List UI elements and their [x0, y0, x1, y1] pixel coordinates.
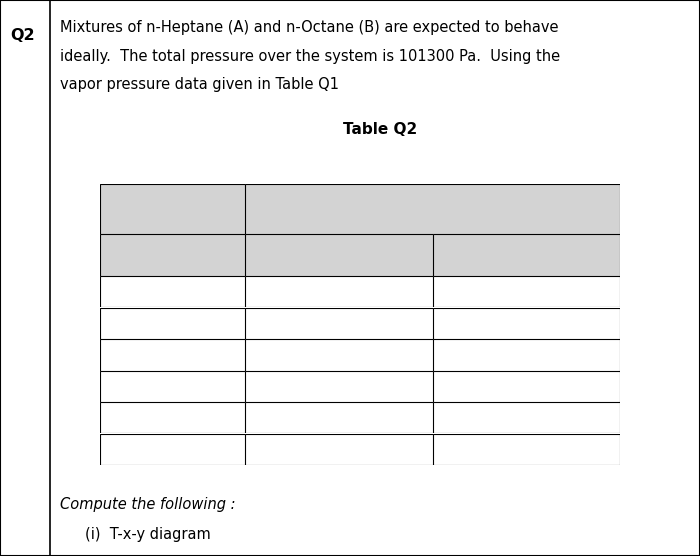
Text: (i)  T-x-y diagram: (i) T-x-y diagram [85, 527, 211, 542]
Text: 160.0: 160.0 [257, 379, 297, 393]
Text: Compute the following :: Compute the following : [60, 497, 235, 512]
Text: vapor pressure data given in Table Q1: vapor pressure data given in Table Q1 [60, 77, 339, 92]
Text: Mixtures of n-Heptane (A) and n-Octane (B) are expected to behave: Mixtures of n-Heptane (A) and n-Octane (… [60, 20, 559, 35]
Text: 55.6: 55.6 [444, 316, 475, 330]
Text: 371.4: 371.4 [112, 285, 151, 299]
Text: ideally.  The total pressure over the system is 101300 Pa.  Using the: ideally. The total pressure over the sys… [60, 48, 560, 63]
Text: Vapor Pressure data (mm Hg): Vapor Pressure data (mm Hg) [316, 196, 549, 210]
Text: 64.5: 64.5 [444, 348, 475, 362]
Text: 378: 378 [112, 316, 139, 330]
Text: Q2: Q2 [10, 28, 34, 43]
Text: 393: 393 [112, 411, 139, 425]
Text: n-octane P: n-octane P [480, 246, 564, 260]
Text: A: A [389, 254, 398, 266]
Text: 86.6: 86.6 [444, 411, 475, 425]
Text: n-heptane  P: n-heptane P [284, 246, 384, 260]
Text: (K): (K) [161, 248, 184, 262]
Text: 74.8: 74.8 [444, 379, 475, 393]
Text: 398.6: 398.6 [112, 442, 152, 456]
Text: 101.3: 101.3 [257, 285, 297, 299]
Text: 101.3: 101.3 [444, 442, 484, 456]
Text: 125.3: 125.3 [257, 316, 297, 330]
Text: 383: 383 [112, 348, 139, 362]
Text: B: B [570, 254, 579, 266]
Text: 388: 388 [112, 379, 139, 393]
Text: Temperature: Temperature [122, 196, 223, 210]
Text: Table Q2: Table Q2 [343, 122, 417, 137]
Text: 205.3: 205.3 [257, 442, 296, 456]
Text: 44.4: 44.4 [444, 285, 475, 299]
Text: 140.0: 140.0 [257, 348, 297, 362]
Text: 179.9: 179.9 [257, 411, 297, 425]
